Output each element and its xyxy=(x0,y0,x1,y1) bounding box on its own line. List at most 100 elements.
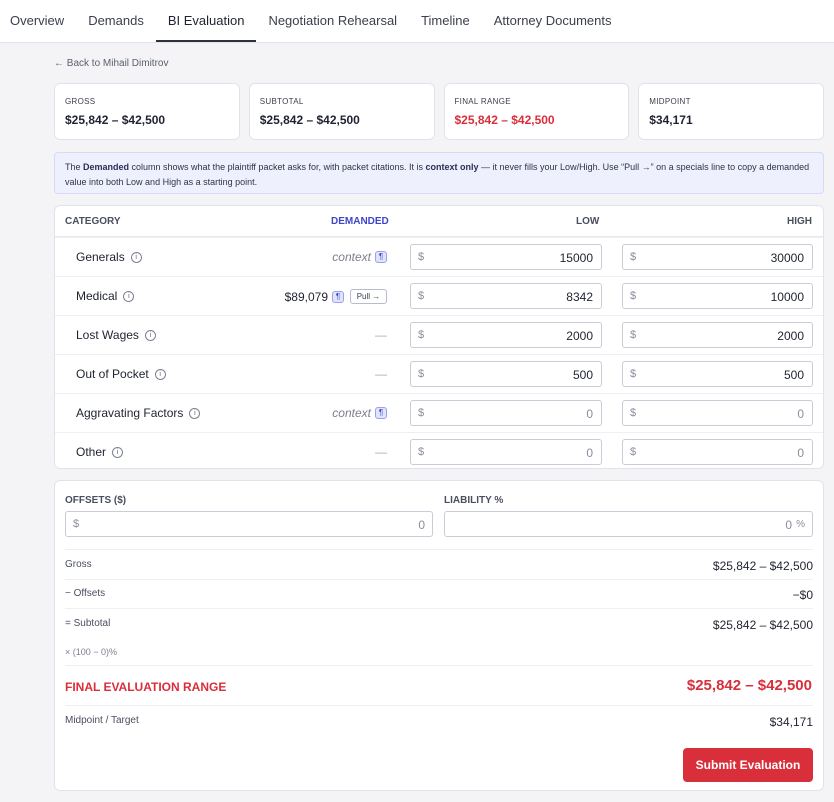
citation-icon[interactable]: ¶ xyxy=(375,407,387,419)
table-row-other: Other i — $0 $0 xyxy=(55,432,823,471)
demanded-value: context xyxy=(332,250,371,264)
high-input[interactable]: $30000 xyxy=(622,244,813,270)
demanded-cell: — xyxy=(375,445,387,459)
info-icon[interactable]: i xyxy=(144,329,156,341)
category-table: CATEGORY DEMANDED LOW HIGH Generals i con… xyxy=(54,205,824,469)
demanded-cell: — xyxy=(375,367,387,381)
back-link[interactable]: ← Back to Mihail Dimitrov xyxy=(54,58,169,69)
note-text-3: — it never fills your Low/High. Use “Pul… xyxy=(65,162,810,187)
high-value: 500 xyxy=(783,368,804,382)
low-input[interactable]: $2000 xyxy=(410,322,602,348)
offsets-summary-value: −$0 xyxy=(792,588,813,602)
gross-card-value: $25,842 – $42,500 xyxy=(65,113,166,127)
demanded-cell: context ¶ xyxy=(332,406,387,420)
low-input[interactable]: $15000 xyxy=(410,244,602,270)
low-placeholder: 0 xyxy=(586,407,593,421)
percent-suffix: % xyxy=(796,519,805,530)
demanded-cell: context ¶ xyxy=(332,250,387,264)
liability-label: LIABILITY % xyxy=(444,495,504,506)
dollar-prefix: $ xyxy=(418,368,425,380)
low-input[interactable]: $8342 xyxy=(410,283,602,309)
low-input[interactable]: $500 xyxy=(410,361,602,387)
low-placeholder: 0 xyxy=(586,446,593,460)
pull-button[interactable]: Pull → xyxy=(350,289,387,304)
low-input[interactable]: $0 xyxy=(410,400,602,426)
liability-value: 0 xyxy=(785,518,792,532)
dollar-prefix: $ xyxy=(418,290,425,302)
dollar-prefix: $ xyxy=(630,407,637,419)
gross-label: Gross xyxy=(65,559,92,570)
low-input[interactable]: $0 xyxy=(410,439,602,465)
gross-value: $25,842 – $42,500 xyxy=(712,559,813,573)
low-value: 500 xyxy=(572,368,593,382)
dollar-prefix: $ xyxy=(630,329,637,341)
submit-evaluation-button[interactable]: Submit Evaluation xyxy=(683,748,813,782)
table-header: CATEGORY DEMANDED LOW HIGH xyxy=(55,206,823,237)
final-evaluation-value: $25,842 – $42,500 xyxy=(686,677,812,694)
tab-timeline[interactable]: Timeline xyxy=(421,13,470,28)
high-input[interactable]: $10000 xyxy=(622,283,813,309)
tab-overview[interactable]: Overview xyxy=(10,13,65,28)
liability-input[interactable]: 0 % xyxy=(444,511,813,537)
high-input[interactable]: $2000 xyxy=(622,322,813,348)
info-icon[interactable]: i xyxy=(189,407,201,419)
gross-row: Gross $25,842 – $42,500 xyxy=(65,559,813,573)
tab-attorney-documents[interactable]: Attorney Documents xyxy=(493,13,612,28)
table-row-lost-wages: Lost Wages i — $2000 $2000 xyxy=(55,315,823,354)
info-icon[interactable]: i xyxy=(154,368,166,380)
row-label: Lost Wages xyxy=(76,328,139,342)
subtotal-value: $25,842 – $42,500 xyxy=(712,618,813,632)
dollar-prefix: $ xyxy=(73,518,80,530)
gross-card: GROSS $25,842 – $42,500 xyxy=(54,83,240,140)
table-row-medical: Medical i $89,079 ¶ Pull → $8342 $10000 xyxy=(55,276,823,315)
info-icon[interactable]: i xyxy=(123,290,135,302)
demanded-value: — xyxy=(375,445,387,459)
evaluation-summary-panel: OFFSETS ($) $ 0 LIABILITY % 0 % Gross $2… xyxy=(54,480,824,791)
info-icon[interactable]: i xyxy=(130,251,142,263)
midpoint-card-value: $34,171 xyxy=(649,113,693,127)
offsets-input[interactable]: $ 0 xyxy=(65,511,433,537)
tab-demands[interactable]: Demands xyxy=(88,13,144,28)
liability-factor-row: × (100 − 0)% xyxy=(65,647,813,657)
liability-factor-label: × (100 − 0)% xyxy=(65,647,118,657)
subtotal-label: = Subtotal xyxy=(65,618,111,629)
info-icon[interactable]: i xyxy=(112,446,124,458)
high-input[interactable]: $500 xyxy=(622,361,813,387)
dollar-prefix: $ xyxy=(630,368,637,380)
citation-icon[interactable]: ¶ xyxy=(332,290,344,303)
tab-bar: Overview Demands BI Evaluation Negotiati… xyxy=(0,0,834,43)
tab-negotiation-rehearsal[interactable]: Negotiation Rehearsal xyxy=(268,13,398,28)
dollar-prefix: $ xyxy=(630,446,637,458)
demanded-cell: $89,079 ¶ Pull → xyxy=(285,289,387,304)
row-name: Generals i xyxy=(76,250,142,264)
subtotal-row: = Subtotal $25,842 – $42,500 xyxy=(65,618,813,632)
note-text-1: The xyxy=(65,162,84,172)
midpoint-label: Midpoint / Target xyxy=(65,715,139,726)
row-label: Medical xyxy=(76,289,118,303)
offsets-summary-label: − Offsets xyxy=(65,588,106,599)
midpoint-card-label: MIDPOINT xyxy=(649,97,691,106)
row-name: Medical i xyxy=(76,289,135,303)
header-high: HIGH xyxy=(787,216,812,227)
high-input[interactable]: $0 xyxy=(622,400,813,426)
divider xyxy=(65,549,813,550)
demanded-value: $89,079 xyxy=(284,289,328,304)
tab-bi-evaluation[interactable]: BI Evaluation xyxy=(155,0,257,42)
header-category: CATEGORY xyxy=(65,216,121,227)
divider xyxy=(65,579,813,580)
row-label: Aggravating Factors xyxy=(76,406,184,420)
demanded-value: — xyxy=(375,328,387,342)
citation-icon[interactable]: ¶ xyxy=(375,251,387,263)
final-evaluation-label: FINAL EVALUATION RANGE xyxy=(65,680,227,694)
row-name: Lost Wages i xyxy=(76,328,156,342)
dollar-prefix: $ xyxy=(418,251,425,263)
high-value: 10000 xyxy=(770,290,804,304)
summary-cards: GROSS $25,842 – $42,500 SUBTOTAL $25,842… xyxy=(54,83,824,140)
divider xyxy=(65,608,813,609)
row-label: Generals xyxy=(76,250,125,264)
table-row-generals: Generals i context ¶ $15000 $30000 xyxy=(55,237,823,276)
low-value: 8342 xyxy=(566,290,593,304)
row-name: Out of Pocket i xyxy=(76,367,166,381)
midpoint-card: MIDPOINT $34,171 xyxy=(638,83,824,140)
high-input[interactable]: $0 xyxy=(622,439,813,465)
